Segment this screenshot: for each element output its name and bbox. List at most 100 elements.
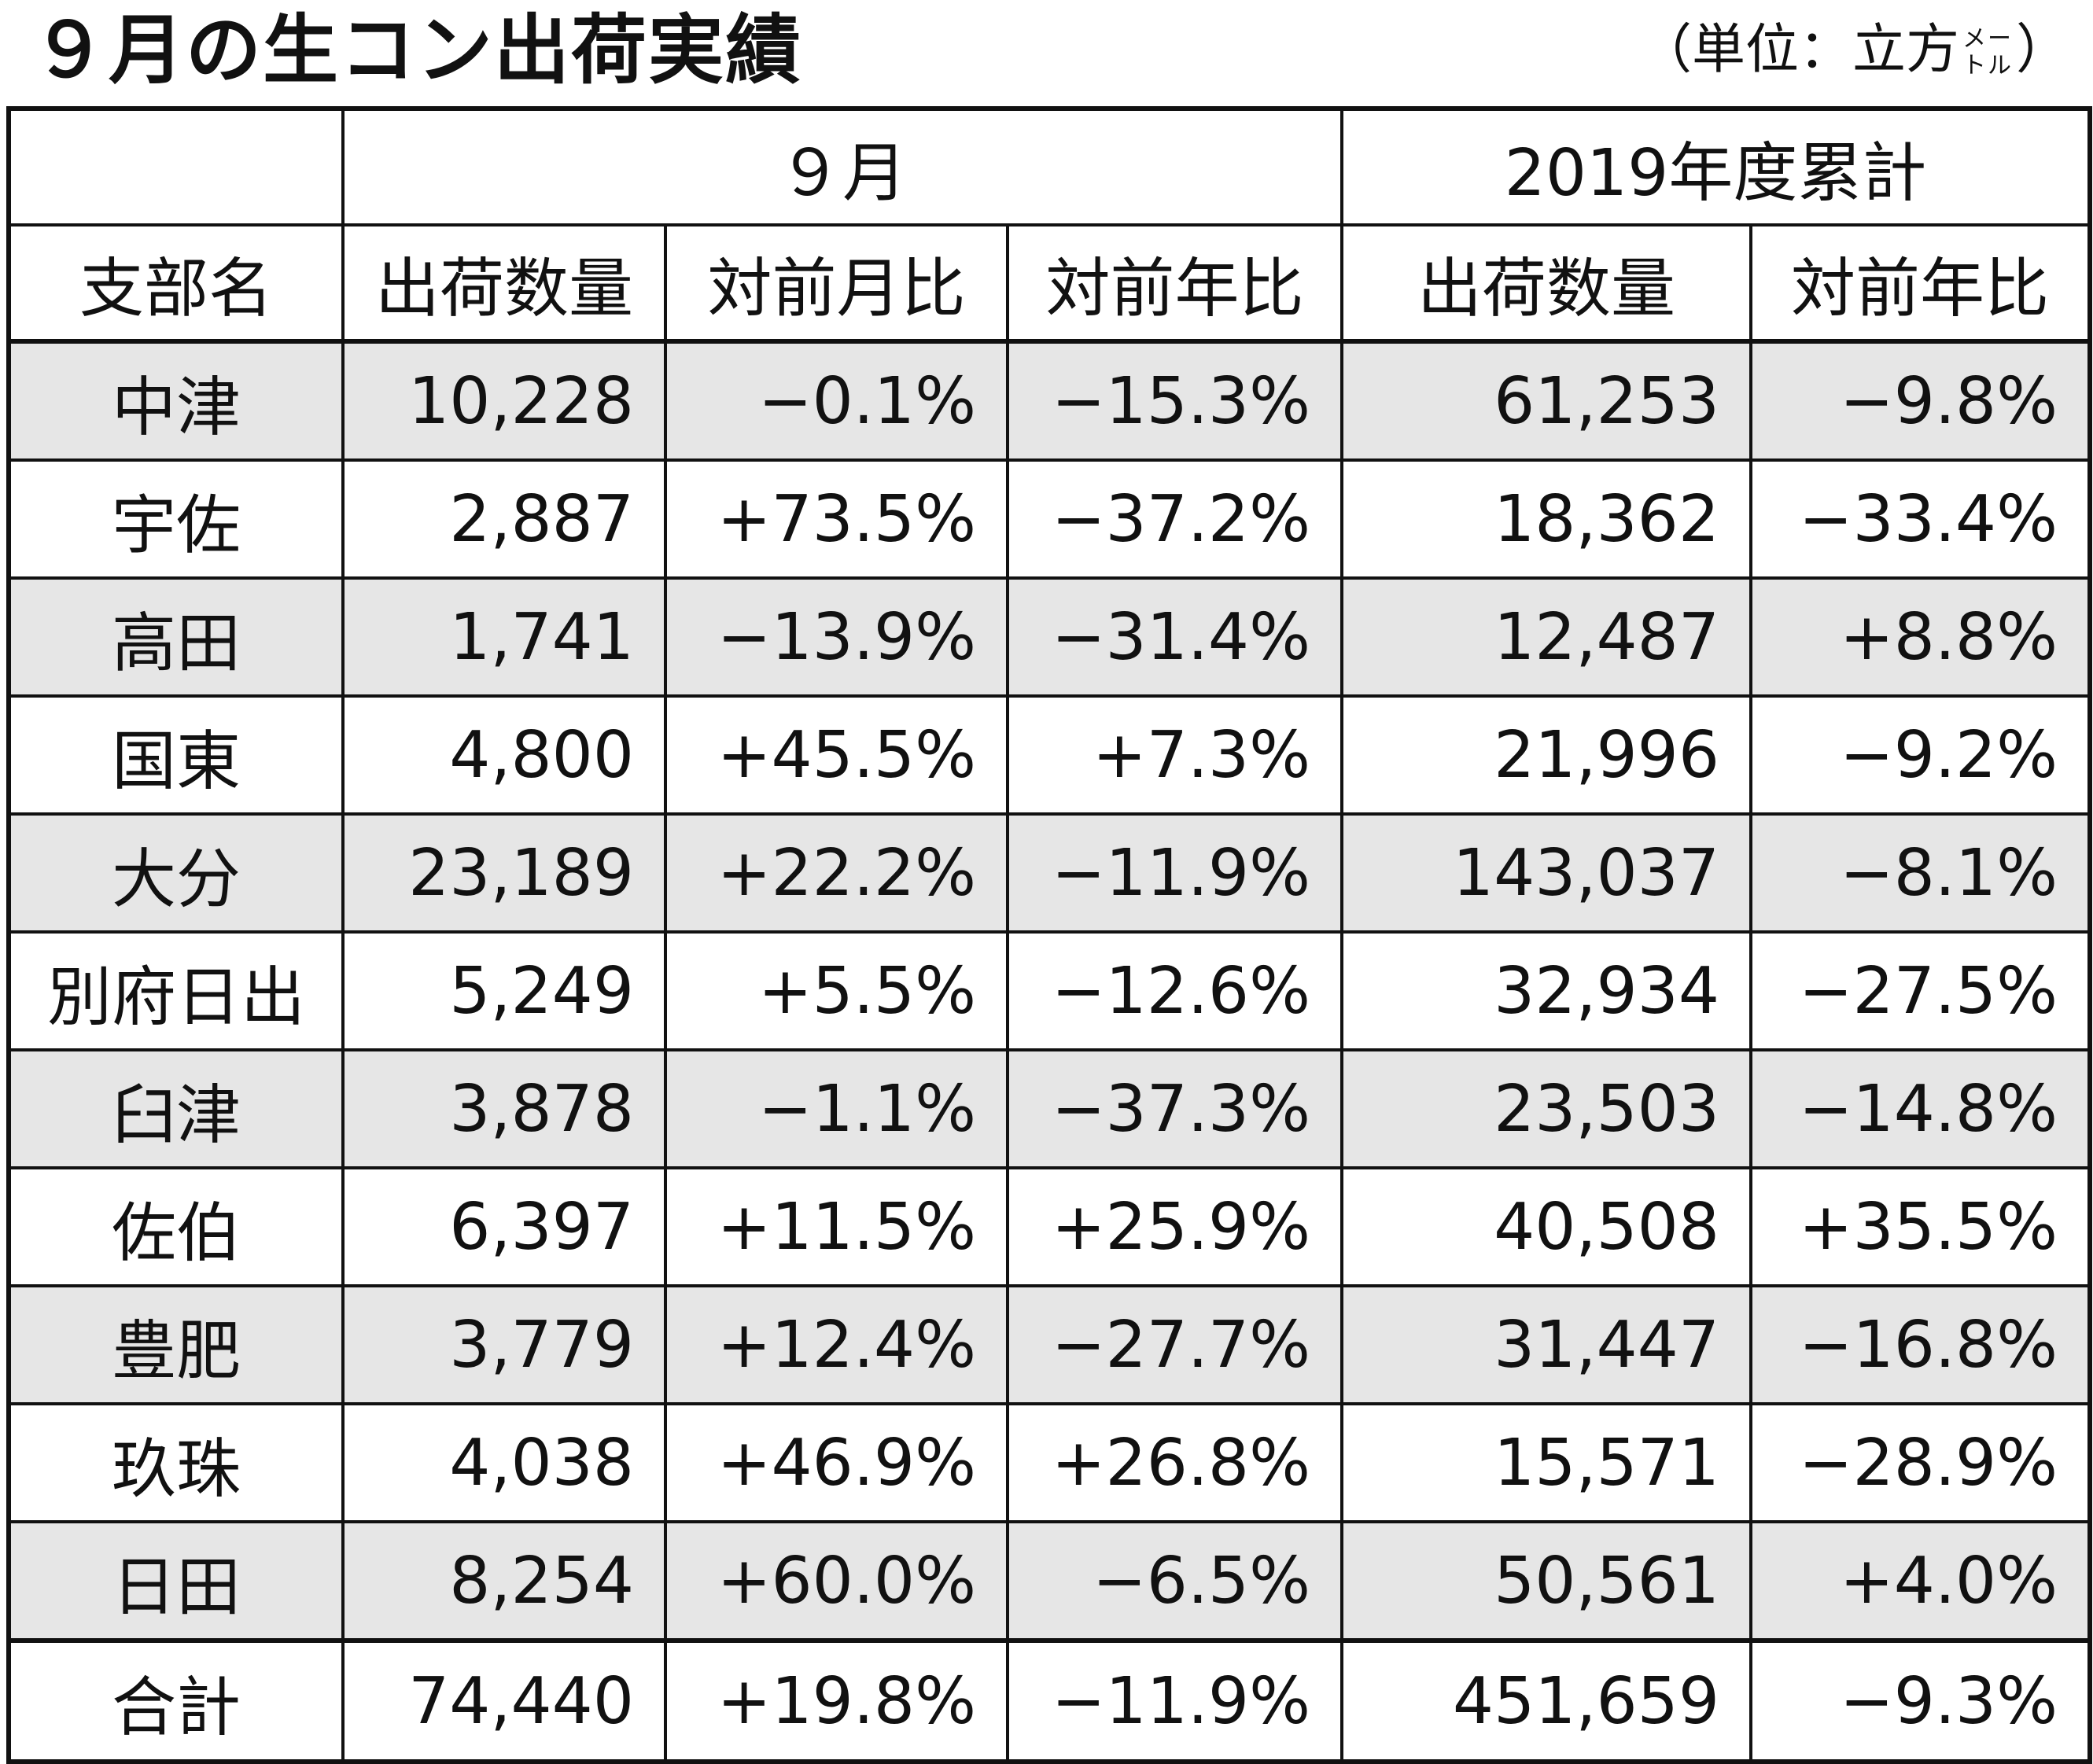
cell-month-yoy: −12.6% xyxy=(1005,930,1344,1051)
cell-cum-yoy: +35.5% xyxy=(1749,1166,2092,1287)
cell-month-mom: +22.2% xyxy=(664,812,1009,934)
header-cum-qty: 出荷数量 xyxy=(1340,223,1753,343)
cell-cum-yoy: −28.9% xyxy=(1749,1402,2092,1523)
cell-month-yoy: −27.7% xyxy=(1005,1284,1344,1405)
cell-total-cum-qty: 451,659 xyxy=(1340,1638,1753,1763)
cell-total-month-qty: 74,440 xyxy=(341,1638,667,1763)
cell-month-qty: 10,228 xyxy=(341,340,667,462)
page-title: ９月の生コン出荷実績 xyxy=(31,6,802,94)
cell-month-mom: +12.4% xyxy=(664,1284,1009,1405)
table-row: 豊肥 3,779 +12.4% −27.7% 31,447 −16.8% xyxy=(7,1284,2092,1405)
header-row-groups: ９月 2019年度累計 xyxy=(7,107,2092,226)
cell-month-yoy: +7.3% xyxy=(1005,694,1344,816)
unit-small: メー トル xyxy=(1959,26,2016,79)
header-corner xyxy=(7,107,345,226)
cell-branch: 宇佐 xyxy=(7,458,345,580)
cell-month-qty: 6,397 xyxy=(341,1166,667,1287)
table-row: 国東 4,800 +45.5% +7.3% 21,996 −9.2% xyxy=(7,694,2092,816)
table-row: 高田 1,741 −13.9% −31.4% 12,487 +8.8% xyxy=(7,576,2092,698)
table-row: 佐伯 6,397 +11.5% +25.9% 40,508 +35.5% xyxy=(7,1166,2092,1287)
cell-cum-qty: 40,508 xyxy=(1340,1166,1753,1287)
cell-month-qty: 8,254 xyxy=(341,1520,667,1642)
cell-cum-yoy: −9.2% xyxy=(1749,694,2092,816)
cell-month-yoy: −15.3% xyxy=(1005,340,1344,462)
table-body: 中津 10,228 −0.1% −15.3% 61,253 −9.8% 宇佐 2… xyxy=(7,340,2092,1763)
cell-cum-yoy: −8.1% xyxy=(1749,812,2092,934)
cell-month-mom: −13.9% xyxy=(664,576,1009,698)
unit-prefix: （単位：立方 xyxy=(1638,19,1959,81)
cell-month-mom: +5.5% xyxy=(664,930,1009,1051)
cell-cum-yoy: −9.8% xyxy=(1749,340,2092,462)
cell-cum-yoy: −33.4% xyxy=(1749,458,2092,580)
table-row: 玖珠 4,038 +46.9% +26.8% 15,571 −28.9% xyxy=(7,1402,2092,1523)
cell-cum-qty: 23,503 xyxy=(1340,1048,1753,1169)
header-group-month: ９月 xyxy=(341,107,1344,226)
cell-month-yoy: −11.9% xyxy=(1005,812,1344,934)
header-month-yoy: 対前年比 xyxy=(1005,223,1344,343)
cell-cum-yoy: −27.5% xyxy=(1749,930,2092,1051)
cell-month-yoy: −31.4% xyxy=(1005,576,1344,698)
header-cum-yoy: 対前年比 xyxy=(1749,223,2092,343)
cell-cum-qty: 15,571 xyxy=(1340,1402,1753,1523)
cell-month-mom: +11.5% xyxy=(664,1166,1009,1287)
table-row: 中津 10,228 −0.1% −15.3% 61,253 −9.8% xyxy=(7,340,2092,462)
cell-cum-qty: 32,934 xyxy=(1340,930,1753,1051)
cell-month-mom: +45.5% xyxy=(664,694,1009,816)
cell-month-yoy: +26.8% xyxy=(1005,1402,1344,1523)
cell-total-label: 合計 xyxy=(7,1638,345,1763)
table-row: 日田 8,254 +60.0% −6.5% 50,561 +4.0% xyxy=(7,1520,2092,1642)
cell-month-yoy: −6.5% xyxy=(1005,1520,1344,1642)
cell-cum-yoy: −14.8% xyxy=(1749,1048,2092,1169)
cell-month-qty: 3,779 xyxy=(341,1284,667,1405)
cell-branch: 高田 xyxy=(7,576,345,698)
cell-cum-qty: 18,362 xyxy=(1340,458,1753,580)
cell-month-qty: 1,741 xyxy=(341,576,667,698)
cell-month-mom: +46.9% xyxy=(664,1402,1009,1523)
unit-small-top: メー xyxy=(1962,25,2013,53)
cell-cum-qty: 12,487 xyxy=(1340,576,1753,698)
cell-branch: 日田 xyxy=(7,1520,345,1642)
header-month-mom: 対前月比 xyxy=(664,223,1009,343)
table-row: 別府日出 5,249 +5.5% −12.6% 32,934 −27.5% xyxy=(7,930,2092,1051)
cell-cum-qty: 143,037 xyxy=(1340,812,1753,934)
header-branch: 支部名 xyxy=(7,223,345,343)
shipment-table: ９月 2019年度累計 支部名 出荷数量 対前月比 対前年比 出荷数量 対前年比… xyxy=(6,106,2093,1764)
cell-branch: 臼津 xyxy=(7,1048,345,1169)
total-row: 合計 74,440 +19.8% −11.9% 451,659 −9.3% xyxy=(7,1638,2092,1763)
cell-cum-yoy: +4.0% xyxy=(1749,1520,2092,1642)
cell-month-qty: 4,800 xyxy=(341,694,667,816)
cell-month-qty: 3,878 xyxy=(341,1048,667,1169)
cell-total-month-mom: +19.8% xyxy=(664,1638,1009,1763)
cell-month-yoy: +25.9% xyxy=(1005,1166,1344,1287)
cell-branch: 国東 xyxy=(7,694,345,816)
cell-month-mom: −0.1% xyxy=(664,340,1009,462)
cell-month-mom: −1.1% xyxy=(664,1048,1009,1169)
cell-month-qty: 23,189 xyxy=(341,812,667,934)
cell-cum-qty: 31,447 xyxy=(1340,1284,1753,1405)
header-row-columns: 支部名 出荷数量 対前月比 対前年比 出荷数量 対前年比 xyxy=(7,223,2092,343)
table-row: 臼津 3,878 −1.1% −37.3% 23,503 −14.8% xyxy=(7,1048,2092,1169)
cell-month-qty: 4,038 xyxy=(341,1402,667,1523)
cell-month-yoy: −37.3% xyxy=(1005,1048,1344,1169)
unit-small-bottom: トル xyxy=(1962,52,2013,80)
table-row: 宇佐 2,887 +73.5% −37.2% 18,362 −33.4% xyxy=(7,458,2092,580)
header-group-cumulative: 2019年度累計 xyxy=(1340,107,2092,226)
cell-month-mom: +60.0% xyxy=(664,1520,1009,1642)
cell-cum-qty: 21,996 xyxy=(1340,694,1753,816)
cell-cum-qty: 50,561 xyxy=(1340,1520,1753,1642)
cell-month-mom: +73.5% xyxy=(664,458,1009,580)
cell-total-cum-yoy: −9.3% xyxy=(1749,1638,2092,1763)
cell-cum-qty: 61,253 xyxy=(1340,340,1753,462)
cell-total-month-yoy: −11.9% xyxy=(1005,1638,1344,1763)
cell-month-yoy: −37.2% xyxy=(1005,458,1344,580)
cell-branch: 中津 xyxy=(7,340,345,462)
unit-note: （単位：立方 メー トル） xyxy=(1638,11,2069,90)
cell-branch: 豊肥 xyxy=(7,1284,345,1405)
cell-cum-yoy: +8.8% xyxy=(1749,576,2092,698)
cell-branch: 大分 xyxy=(7,812,345,934)
cell-month-qty: 5,249 xyxy=(341,930,667,1051)
cell-branch: 佐伯 xyxy=(7,1166,345,1287)
unit-suffix: ） xyxy=(2015,19,2069,81)
cell-month-qty: 2,887 xyxy=(341,458,667,580)
cell-cum-yoy: −16.8% xyxy=(1749,1284,2092,1405)
